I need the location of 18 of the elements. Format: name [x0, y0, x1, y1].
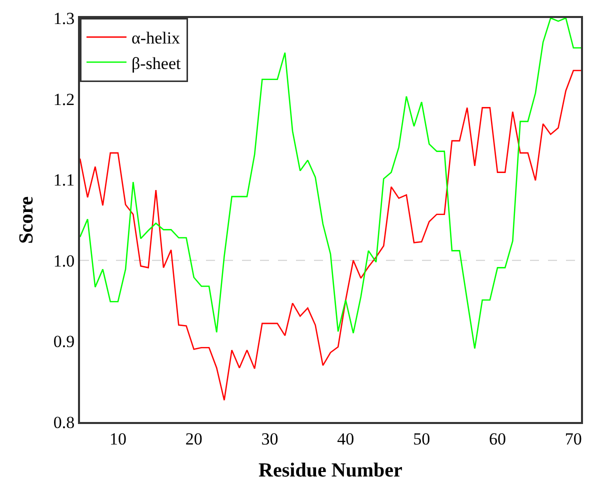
y-axis-title: Score [15, 196, 38, 244]
x-tick-label: 30 [261, 429, 278, 448]
legend-label: β-sheet [132, 54, 182, 73]
y-tick-label: 1.1 [53, 170, 75, 190]
legend-label: α-helix [132, 28, 181, 48]
x-axis-title: Residue Number [258, 459, 403, 482]
y-tick-label: 1.2 [53, 90, 75, 109]
x-tick-label: 20 [185, 429, 202, 448]
x-tick-label: 70 [564, 429, 582, 448]
x-tick-label: 60 [489, 429, 506, 448]
line-series [80, 18, 581, 350]
x-tick-label: 40 [337, 429, 354, 448]
x-tick-label: 50 [413, 429, 430, 448]
x-tick-label: 10 [109, 429, 126, 448]
y-tick-label: 1.0 [53, 251, 75, 270]
y-tick-label: 1.3 [53, 8, 75, 28]
y-tick-label: 0.9 [53, 332, 75, 352]
y-tick-label: 0.8 [53, 412, 75, 432]
